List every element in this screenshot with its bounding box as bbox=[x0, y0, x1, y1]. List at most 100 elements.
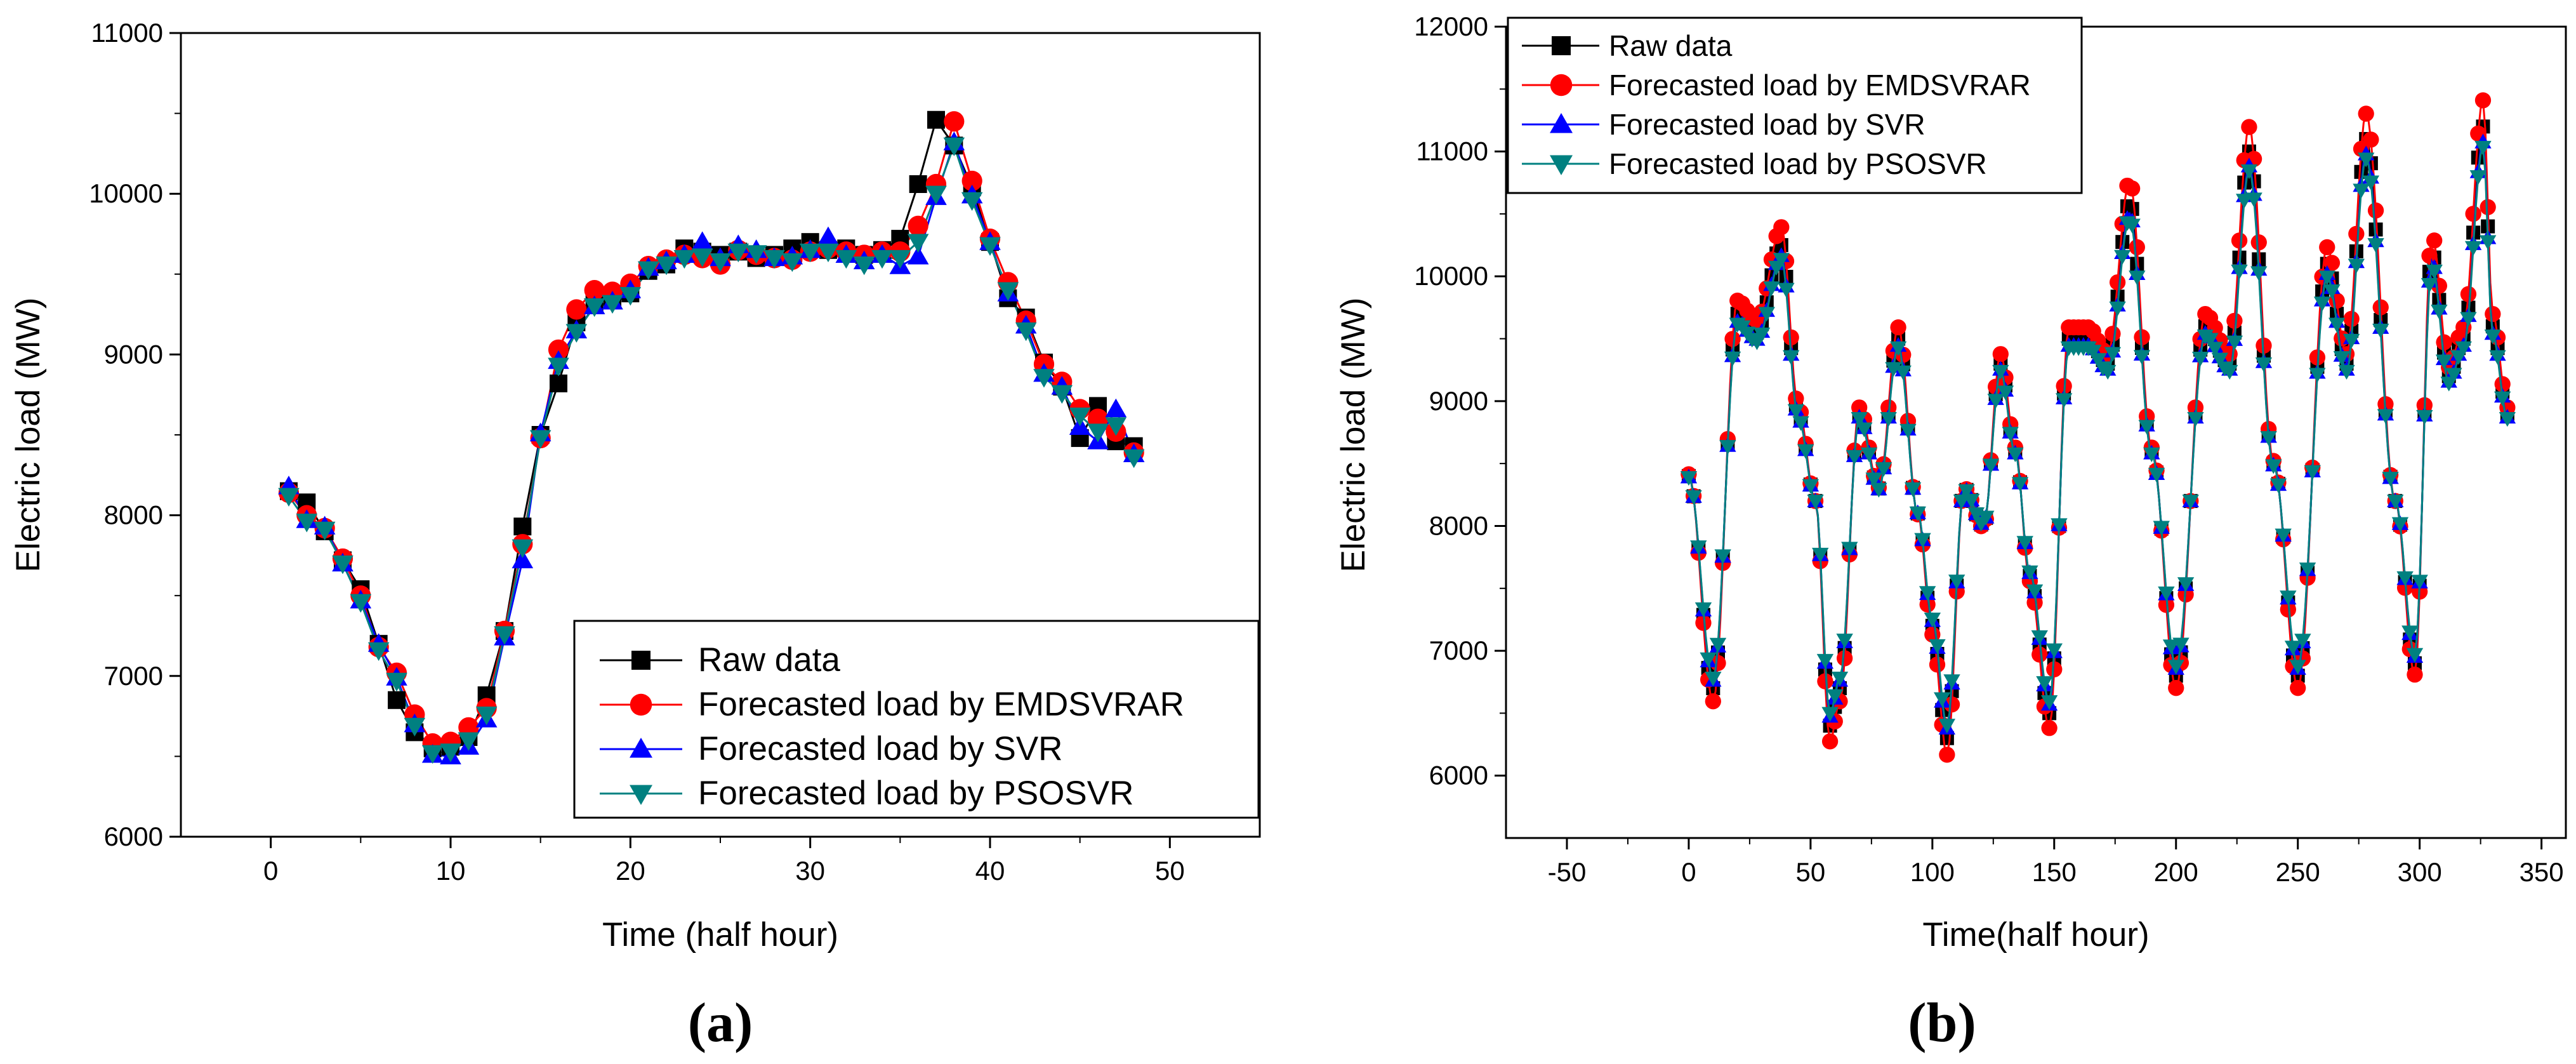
panel-a-data-point bbox=[871, 249, 893, 269]
panel-b-data-point bbox=[2445, 368, 2462, 383]
panel-b-data-point bbox=[1939, 747, 1955, 763]
panel-b-data-point bbox=[2245, 192, 2262, 208]
panel-b-data-point bbox=[2401, 625, 2419, 641]
panel-b-data-point bbox=[1807, 495, 1824, 510]
panel-b-data-point bbox=[1909, 506, 1927, 521]
panel-a-legend-emdsvrar: Forecasted load by EMDSVRAR bbox=[698, 686, 1184, 723]
panel-b-data-point bbox=[2494, 376, 2511, 392]
panel-b-data-point bbox=[1709, 637, 1727, 653]
panel-b-data-point bbox=[2362, 175, 2380, 190]
panel-a-data-point bbox=[637, 261, 659, 281]
panel-b-data-point bbox=[2153, 521, 2170, 536]
panel-a-x-tick-label: 0 bbox=[263, 856, 278, 886]
panel-b-y-tick-label: 9000 bbox=[1429, 386, 1488, 416]
panel-b-data-point bbox=[2411, 575, 2428, 590]
panel-b-data-point bbox=[2396, 571, 2414, 587]
panel-b-data-point bbox=[2202, 333, 2219, 348]
panel-b-data-point bbox=[2465, 206, 2481, 222]
panel-a-data-point bbox=[314, 521, 336, 541]
panel-b-data-point bbox=[1924, 613, 1941, 628]
panel-a-data-point bbox=[979, 237, 1001, 256]
panel-b-data-point bbox=[2275, 528, 2292, 543]
panel-b-data-point bbox=[1788, 390, 1804, 407]
panel-a-data-point bbox=[889, 249, 911, 269]
panel-a-data-point bbox=[421, 745, 444, 764]
panel-b-data-point bbox=[2089, 353, 2107, 368]
panel-a-data-point bbox=[817, 226, 839, 246]
panel-b-data-point bbox=[1919, 596, 1936, 613]
panel-b-data-point bbox=[2493, 391, 2511, 406]
panel-b-data-point bbox=[2109, 302, 2126, 317]
panel-b-data-point bbox=[1763, 281, 1780, 296]
panel-a-y-tick-label: 8000 bbox=[104, 500, 163, 530]
panel-a-y-tick-label: 9000 bbox=[104, 339, 163, 369]
panel-b-data-point bbox=[2328, 317, 2346, 333]
panel-b-data-point bbox=[2480, 199, 2496, 215]
panel-b-data-point bbox=[2333, 351, 2351, 366]
panel-b-data-point bbox=[2489, 350, 2506, 365]
panel-b-data-point bbox=[1929, 639, 1946, 654]
panel-a-legend-marker bbox=[631, 651, 651, 670]
panel-b-data-point bbox=[2499, 412, 2516, 427]
panel-b-data-point bbox=[2406, 648, 2424, 663]
panel-a-data-point bbox=[386, 672, 407, 692]
panel-a-data-point bbox=[944, 111, 965, 132]
panel-a-data-point bbox=[673, 249, 696, 269]
panel-b-data-point bbox=[2299, 562, 2316, 578]
panel-a-data-point bbox=[961, 170, 982, 192]
panel-b-data-point bbox=[2367, 238, 2384, 253]
panel-b-data-point bbox=[1831, 671, 1849, 687]
panel-b-series-line-2 bbox=[1688, 142, 2509, 732]
panel-b-x-axis-title: Time(half hour) bbox=[1922, 916, 2149, 954]
panel-a-data-point bbox=[512, 539, 534, 559]
panel-b-data-point bbox=[2367, 202, 2384, 219]
panel-a-legend-svr: Forecasted load by SVR bbox=[698, 730, 1062, 768]
panel-b-data-point bbox=[1938, 719, 1956, 734]
panel-a-data-point bbox=[907, 234, 929, 253]
panel-b-data-point bbox=[2479, 235, 2497, 250]
panel-b-x-tick-label: 250 bbox=[2276, 857, 2320, 887]
panel-b-x-tick-label: 300 bbox=[2398, 857, 2442, 887]
panel-b-data-point bbox=[2114, 249, 2131, 265]
panel-b-data-point bbox=[2011, 477, 2029, 492]
panel-a-data-point bbox=[278, 488, 300, 507]
panel-b-data-point bbox=[2348, 258, 2365, 274]
panel-b-data-point bbox=[2002, 427, 2019, 442]
panel-b-data-point bbox=[1943, 674, 1960, 689]
panel-b-data-point bbox=[2162, 639, 2180, 655]
panel-a-data-point bbox=[817, 243, 839, 263]
panel-b-y-tick-label: 10000 bbox=[1414, 261, 1488, 291]
panel-a-data-point bbox=[943, 137, 965, 157]
panel-b-data-point bbox=[2338, 364, 2355, 380]
panel-a-x-tick-label: 10 bbox=[436, 856, 466, 886]
panel-b-data-point bbox=[2474, 92, 2492, 109]
panel-b-data-point bbox=[1846, 450, 1863, 465]
panel-b-legend-marker bbox=[1552, 36, 1571, 55]
panel-b-x-tick-label: 200 bbox=[2154, 857, 2198, 887]
panel-a-data-point bbox=[367, 642, 390, 662]
panel-b-data-point bbox=[2031, 630, 2048, 646]
panel-b-data-point bbox=[2129, 270, 2146, 286]
panel-b-data-point bbox=[1856, 422, 1873, 437]
panel-b-data-point bbox=[2124, 180, 2141, 197]
panel-b-series-line-0 bbox=[1688, 126, 2509, 742]
panel-b-data-point bbox=[1700, 652, 1717, 667]
panel-b-data-point bbox=[2416, 409, 2433, 425]
panel-b-data-point bbox=[2221, 364, 2238, 380]
panel-a-data-point bbox=[799, 243, 821, 263]
panel-a-legend-marker bbox=[630, 785, 652, 805]
panel-b-data-point bbox=[2226, 335, 2243, 350]
panel-a-data-point bbox=[781, 253, 803, 272]
panel-b-data-point bbox=[2460, 286, 2477, 302]
panel-a-data-point bbox=[494, 626, 515, 645]
panel-b-data-point bbox=[1978, 510, 1995, 526]
panel-b-data-point bbox=[2284, 641, 2302, 656]
panel-a-data-point bbox=[909, 175, 927, 194]
panel-a-data-point bbox=[350, 594, 372, 613]
panel-b-data-point bbox=[1958, 484, 1975, 499]
panel-b-data-point bbox=[1821, 733, 1839, 750]
panel-a-data-point bbox=[1051, 385, 1073, 404]
panel-b-data-point bbox=[2168, 680, 2184, 696]
panel-b-x-tick-label: 100 bbox=[1910, 857, 1955, 887]
panel-b-data-point bbox=[1724, 331, 1741, 347]
